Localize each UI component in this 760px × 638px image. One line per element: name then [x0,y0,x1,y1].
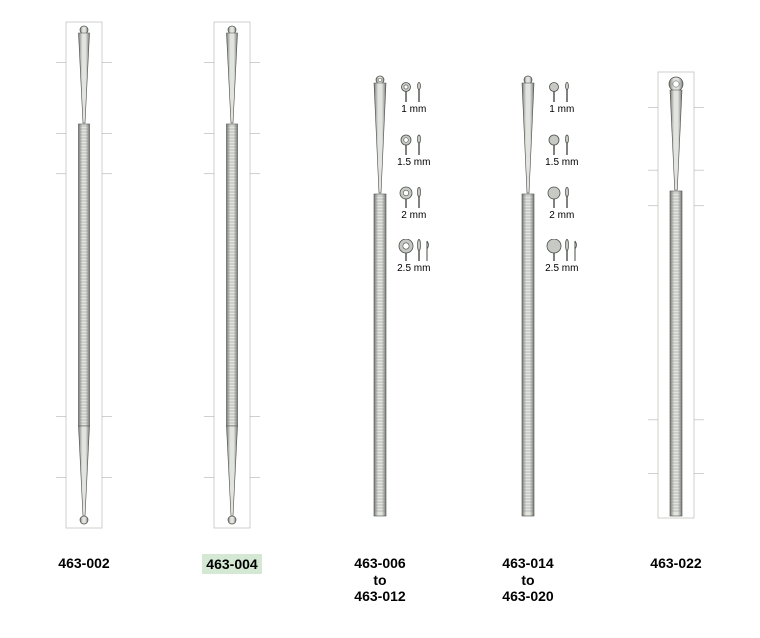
size-icon [545,239,579,261]
size-icon [397,186,431,208]
size-label: 1 mm [549,104,574,115]
sku-sub-label: to [373,572,386,588]
instrument-illustration: 1 mm 1.5 mm 2 mm 2.5 mm [458,20,598,550]
instrument-illustration [606,20,746,550]
sku-label: 463-022 [650,554,701,572]
catalog-item: 1 mm 1.5 mm 2 mm 2.5 mm 463-006to463-012 [310,20,450,604]
size-option: 2.5 mm [397,239,431,274]
sku-sub-label: 463-020 [502,588,553,604]
size-option: 2 mm [545,186,579,221]
sku-label: 463-014 [502,554,553,572]
size-label: 1.5 mm [545,157,578,168]
size-icon [545,80,579,102]
instrument-illustration [162,20,302,550]
sku-label: 463-006 [354,554,405,572]
size-label: 1 mm [401,104,426,115]
size-option: 1 mm [397,80,431,115]
sku-label: 463-002 [58,554,109,572]
size-option: 2 mm [397,186,431,221]
size-label: 2 mm [401,210,426,221]
catalog-row: 463-002 463-004 1 mm 1.5 mm 2 mm 2.5 mm 463-00… [0,0,760,638]
size-option: 1.5 mm [397,133,431,168]
size-option: 1.5 mm [545,133,579,168]
size-legend: 1 mm 1.5 mm 2 mm 2.5 mm [545,80,579,274]
size-label: 2.5 mm [545,263,578,274]
size-icon [397,239,431,261]
size-label: 2 mm [549,210,574,221]
size-option: 2.5 mm [545,239,579,274]
catalog-item: 463-002 [14,20,154,572]
instrument-illustration [14,20,154,550]
sku-sub-label: to [521,572,534,588]
sku-label: 463-004 [202,554,261,574]
size-icon [545,186,579,208]
size-option: 1 mm [545,80,579,115]
sku-sub-label: 463-012 [354,588,405,604]
catalog-item: 463-022 [606,20,746,572]
instrument-illustration: 1 mm 1.5 mm 2 mm 2.5 mm [310,20,450,550]
catalog-item: 463-004 [162,20,302,574]
size-icon [397,133,431,155]
size-label: 1.5 mm [397,157,430,168]
size-label: 2.5 mm [397,263,430,274]
size-icon [545,133,579,155]
catalog-item: 1 mm 1.5 mm 2 mm 2.5 mm 463-014to463-020 [458,20,598,604]
size-icon [397,80,431,102]
size-legend: 1 mm 1.5 mm 2 mm 2.5 mm [397,80,431,274]
